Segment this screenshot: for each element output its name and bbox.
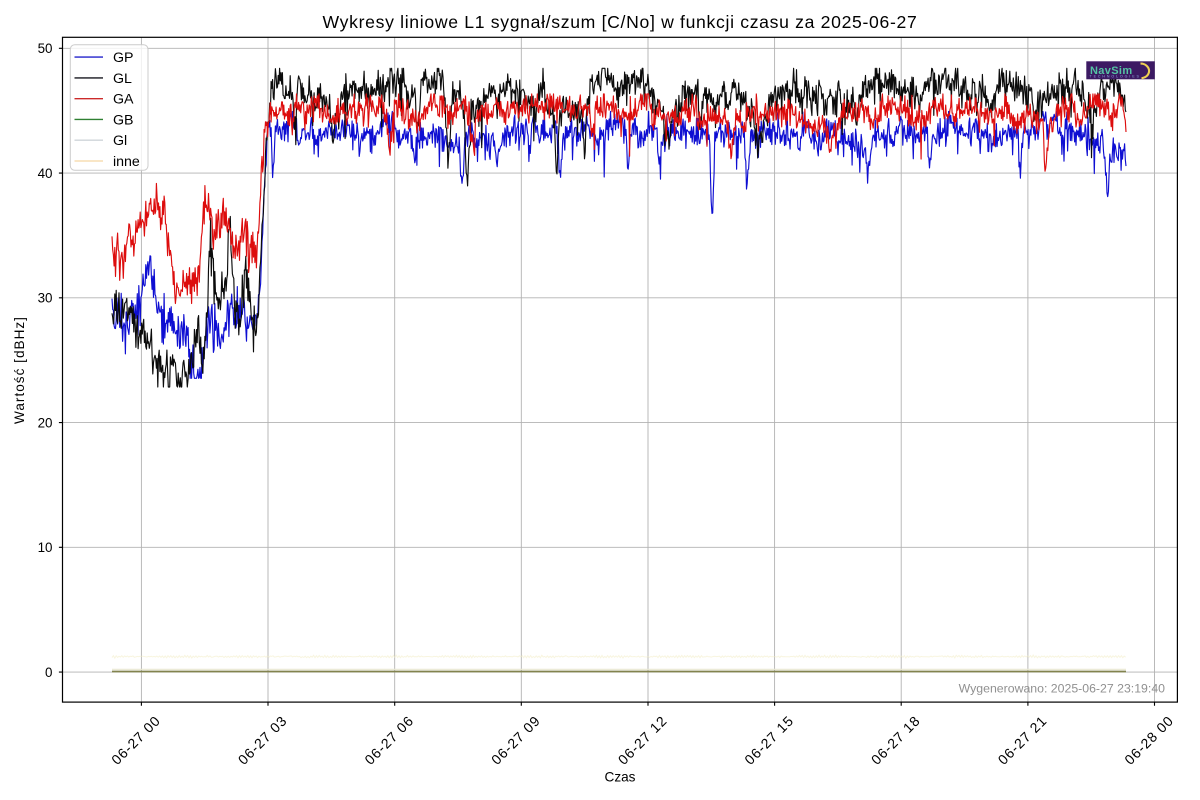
svg-text:Gl: Gl	[113, 133, 127, 149]
svg-text:20: 20	[38, 415, 53, 430]
svg-text:40: 40	[38, 166, 53, 181]
svg-text:Wartość [dBHz]: Wartość [dBHz]	[12, 316, 27, 424]
svg-text:NavSim: NavSim	[1090, 65, 1132, 77]
svg-text:Wygenerowano: 2025-06-27 23:19: Wygenerowano: 2025-06-27 23:19:40	[959, 682, 1166, 696]
svg-text:GL: GL	[113, 71, 132, 87]
svg-text:10: 10	[38, 540, 53, 555]
svg-text:inne: inne	[113, 154, 140, 170]
svg-text:TECHNOLOGIES: TECHNOLOGIES	[1090, 75, 1141, 79]
svg-text:30: 30	[38, 291, 53, 306]
svg-text:Wykresy liniowe L1 sygnał/szum: Wykresy liniowe L1 sygnał/szum [C/No] w …	[323, 12, 918, 32]
svg-text:0: 0	[45, 665, 52, 680]
svg-text:GP: GP	[113, 50, 134, 66]
svg-text:GA: GA	[113, 92, 134, 108]
svg-text:Czas: Czas	[605, 770, 636, 785]
svg-text:50: 50	[38, 41, 53, 56]
svg-text:GB: GB	[113, 112, 134, 128]
